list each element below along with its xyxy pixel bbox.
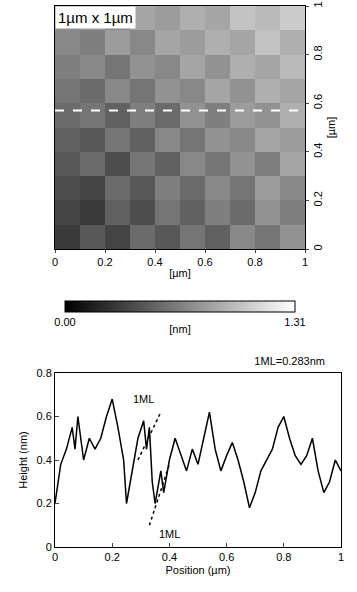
svg-text:[nm]: [nm] [169,323,190,335]
svg-text:0: 0 [46,541,52,553]
svg-text:0.4: 0.4 [37,454,52,466]
svg-text:1: 1 [338,551,344,563]
svg-text:1: 1 [312,1,324,7]
svg-text:0.6: 0.6 [219,551,234,563]
svg-text:[µm]: [µm] [169,267,191,279]
svg-text:1µm x 1µm: 1µm x 1µm [58,9,133,26]
svg-text:0.6: 0.6 [312,94,324,109]
svg-text:[µm]: [µm] [325,117,337,139]
svg-text:0: 0 [52,256,58,268]
svg-text:0.2: 0.2 [97,256,112,268]
svg-text:1ML: 1ML [159,528,180,540]
svg-text:1ML=0.283nm: 1ML=0.283nm [254,355,325,367]
svg-text:0.4: 0.4 [312,143,324,158]
svg-text:Position (µm): Position (µm) [165,564,230,576]
svg-text:0: 0 [312,244,324,250]
svg-text:0.4: 0.4 [162,551,177,563]
svg-text:0.8: 0.8 [276,551,291,563]
svg-text:Height (nm): Height (nm) [17,431,29,488]
svg-text:0.8: 0.8 [247,256,262,268]
svg-text:0.2: 0.2 [37,497,52,509]
svg-text:0.2: 0.2 [312,191,324,206]
svg-text:0.2: 0.2 [105,551,120,563]
svg-text:1ML: 1ML [133,393,154,405]
svg-text:1.31: 1.31 [284,316,305,328]
svg-text:0.8: 0.8 [312,45,324,60]
svg-text:0.6: 0.6 [37,410,52,422]
svg-text:1: 1 [302,256,308,268]
svg-text:0.00: 0.00 [54,316,75,328]
svg-text:0.8: 0.8 [37,367,52,379]
svg-text:0: 0 [52,551,58,563]
svg-text:0.4: 0.4 [147,256,162,268]
svg-text:0.6: 0.6 [197,256,212,268]
